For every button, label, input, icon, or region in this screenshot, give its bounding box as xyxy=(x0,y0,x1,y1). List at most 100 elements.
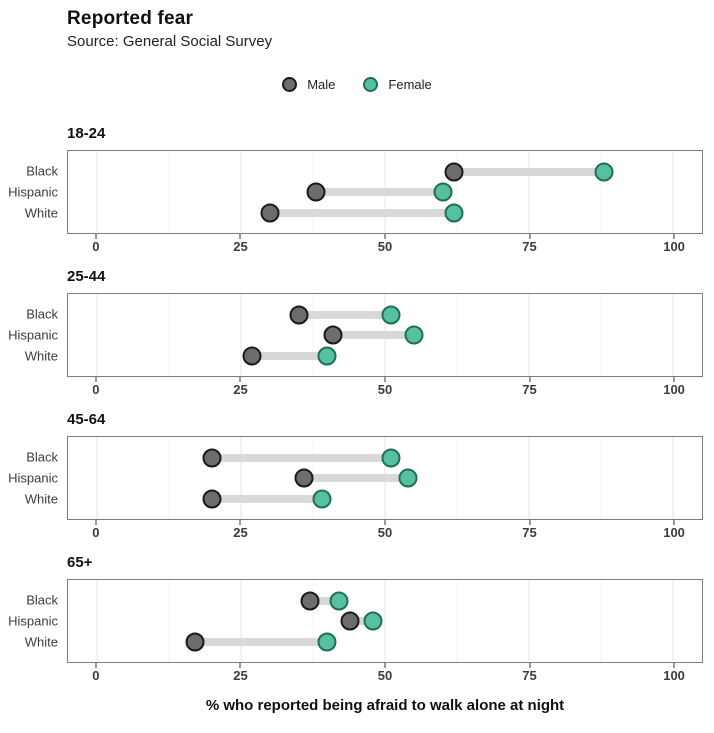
x-tick-label: 75 xyxy=(522,239,537,254)
connector-bar xyxy=(315,188,443,196)
major-gridline xyxy=(240,437,242,519)
row-label-black: Black xyxy=(26,163,58,179)
x-tick-mark xyxy=(384,520,386,525)
row-label-hispanic: Hispanic xyxy=(8,327,58,343)
x-axis: 0 25 50 75 100 xyxy=(67,520,703,542)
minor-gridline xyxy=(600,437,602,519)
connector-bar xyxy=(304,474,409,482)
x-axis: 0 25 50 75 100 xyxy=(67,663,703,685)
x-tick-label: 75 xyxy=(522,382,537,397)
legend-label-male: Male xyxy=(307,77,336,92)
connector-bar xyxy=(252,351,328,360)
facet-title: 45-64 xyxy=(67,411,106,428)
male-dot xyxy=(202,448,222,467)
major-gridline xyxy=(528,437,530,519)
x-tick-mark xyxy=(239,663,241,668)
female-dot xyxy=(404,325,424,345)
x-tick-label: 100 xyxy=(663,239,685,254)
connector-bar xyxy=(350,617,374,625)
major-gridline xyxy=(240,580,242,662)
x-tick-mark xyxy=(239,520,241,525)
x-tick-mark xyxy=(529,377,531,382)
row-label-black: Black xyxy=(26,306,58,322)
major-gridline xyxy=(96,151,98,233)
facet-body: Black Hispanic White xyxy=(0,436,714,520)
connector-bar xyxy=(298,310,391,319)
major-gridline xyxy=(96,437,98,519)
x-tick-label: 25 xyxy=(233,382,248,397)
legend-item-male: Male xyxy=(282,77,335,92)
x-tick-mark xyxy=(529,663,531,668)
female-dot xyxy=(317,346,337,365)
x-tick-label: 50 xyxy=(377,382,393,397)
x-tick-label: 100 xyxy=(663,382,685,397)
x-tick-label: 25 xyxy=(233,668,248,683)
connector-bar xyxy=(333,331,414,339)
connector-bar xyxy=(310,596,339,605)
female-dot xyxy=(381,448,401,467)
connector-bar xyxy=(194,637,328,646)
row-label-white: White xyxy=(24,634,58,650)
facet-18-24: 18-24 Black Hispanic White 0 25 50 75 100 xyxy=(0,125,714,256)
connector-bar xyxy=(212,453,391,462)
female-dot xyxy=(433,182,453,202)
x-tick-label: 75 xyxy=(522,668,537,683)
facet-body: Black Hispanic White xyxy=(0,579,714,663)
minor-gridline xyxy=(600,294,602,376)
male-dot xyxy=(306,182,326,202)
minor-gridline xyxy=(312,294,314,376)
x-tick-mark xyxy=(239,234,241,239)
row-label-white: White xyxy=(24,491,58,507)
minor-gridline xyxy=(456,437,458,519)
x-tick-label: 0 xyxy=(92,668,100,683)
minor-gridline xyxy=(456,580,458,662)
x-tick-mark xyxy=(384,663,386,668)
male-dot xyxy=(294,468,314,488)
row-label-white: White xyxy=(24,205,58,221)
male-dot xyxy=(300,591,320,610)
x-tick-label: 100 xyxy=(663,525,685,540)
connector-bar xyxy=(269,208,455,217)
major-gridline xyxy=(528,151,530,233)
x-tick-label: 0 xyxy=(92,382,100,397)
row-label-white: White xyxy=(24,348,58,364)
facet-title: 18-24 xyxy=(67,125,106,142)
x-tick-mark xyxy=(529,234,531,239)
male-dot xyxy=(185,632,205,651)
row-label-black: Black xyxy=(26,592,58,608)
major-gridline xyxy=(672,151,674,233)
facet-25-44: 25-44 Black Hispanic White 0 25 50 75 100 xyxy=(0,268,714,399)
x-tick-label: 50 xyxy=(377,239,393,254)
x-tick-label: 50 xyxy=(377,525,393,540)
male-dot xyxy=(444,162,464,181)
row-label-black: Black xyxy=(26,449,58,465)
x-tick-label: 0 xyxy=(92,239,100,254)
major-gridline xyxy=(240,151,242,233)
x-tick-mark xyxy=(673,520,675,525)
minor-gridline xyxy=(456,294,458,376)
x-axis: 0 25 50 75 100 xyxy=(67,234,703,256)
female-dot xyxy=(312,489,332,508)
facet-body: Black Hispanic White xyxy=(0,293,714,377)
female-dot xyxy=(329,591,349,610)
major-gridline xyxy=(96,580,98,662)
facet-45-64: 45-64 Black Hispanic White 0 25 50 75 100 xyxy=(0,411,714,542)
minor-gridline xyxy=(600,580,602,662)
x-tick-label: 0 xyxy=(92,525,100,540)
facet-65+: 65+ Black Hispanic White 0 25 50 75 100 xyxy=(0,554,714,685)
major-gridline xyxy=(672,437,674,519)
x-tick-mark xyxy=(95,520,97,525)
row-label-hispanic: Hispanic xyxy=(8,613,58,629)
female-dot xyxy=(444,203,464,222)
major-gridline xyxy=(528,294,530,376)
male-dot xyxy=(260,203,280,222)
dumbbell-chart: 18-24 Black Hispanic White 0 25 50 75 100 25-44 Bl… xyxy=(0,125,714,685)
chart-page: Reported fear Source: General Social Sur… xyxy=(0,8,714,714)
male-dot xyxy=(242,346,262,365)
legend-item-female: Female xyxy=(363,77,432,92)
chart-subtitle: Source: General Social Survey xyxy=(67,33,273,50)
male-dot xyxy=(323,325,343,345)
female-dot xyxy=(317,632,337,651)
x-tick-mark xyxy=(95,663,97,668)
minor-gridline xyxy=(600,151,602,233)
